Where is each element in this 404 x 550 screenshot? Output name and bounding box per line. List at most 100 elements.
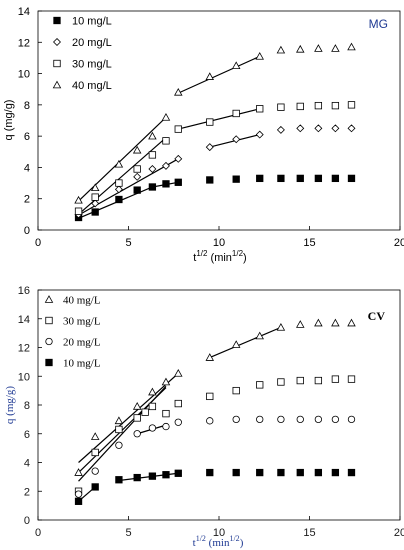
legend-label: 10 mg/L [63,358,101,370]
x-tick-label: 15 [303,527,315,539]
data-point [331,124,340,133]
data-point [296,124,305,133]
data-point [296,376,304,385]
data-point [162,409,170,418]
data-point [231,340,241,348]
legend-marker [52,80,62,89]
data-point [276,45,286,54]
data-point [133,473,141,482]
series-10-mg-l [74,174,356,222]
legend-marker [53,38,61,46]
x-tick-label: 0 [35,237,41,249]
data-point [277,468,285,477]
data-point [115,179,123,187]
data-point [148,472,157,480]
data-point [347,174,356,183]
data-point [347,318,356,327]
y-tick-label: 16 [18,285,30,297]
data-point [232,175,240,183]
data-point [347,375,356,383]
legend-marker [45,337,53,346]
chart-title: CV [368,309,386,323]
legend-marker [45,358,53,367]
data-point [90,183,100,192]
data-point [161,161,170,170]
data-point [133,414,141,422]
data-point [331,101,340,110]
chart-cv: 0 2 4 6 8 10 12 14 16 0 5 10 15 20 q (mg/g) t1/2 (min1/… [4,285,404,549]
legend-label: 20 mg/L [63,337,101,349]
data-point [206,118,214,126]
data-point [232,468,240,477]
y-axis-title: q (mg/g) [3,100,15,141]
legend-label: 40 mg/L [72,80,112,92]
data-point [256,174,264,183]
data-point [74,195,83,204]
data-point [174,154,183,163]
data-point [74,468,83,476]
data-point [91,483,99,491]
data-point [256,105,264,113]
data-point [115,441,123,449]
data-point [148,387,157,396]
data-point [91,448,99,457]
data-point [148,402,157,411]
data-point [133,430,141,438]
fit-line [78,372,179,463]
data-point [148,424,157,432]
y-tick-label: 6 [24,131,30,143]
y-axis-title: q (mg/g) [4,386,16,425]
data-point [206,417,214,425]
data-point [114,416,124,425]
data-point [347,468,356,477]
data-point [314,415,323,424]
y-tick-label: 14 [18,314,30,326]
data-point [232,135,241,144]
y-tick-label: 2 [24,194,30,206]
chart-title: MG [369,17,388,31]
data-point [174,399,182,408]
data-point [314,468,323,477]
chart-mg: 0 2 4 6 8 10 12 14 0 5 10 15 20 q (mg/g) t1/2 (min1/2)… [3,6,404,264]
data-point [161,112,171,121]
legend-marker [53,16,61,25]
legend: 40 mg/L 30 mg/L 20 mg/L 10 mg/L [44,295,101,370]
data-point [91,193,99,201]
x-tick-label: 10 [213,527,225,539]
series-30-mg-l [74,101,356,215]
fit-line [178,55,260,94]
y-tick-label: 6 [24,429,30,441]
data-point [74,497,83,505]
data-point [141,408,149,416]
data-point [277,174,285,183]
series-30-mg-l [74,375,356,495]
data-point [162,137,170,145]
y-tick-label: 8 [24,400,30,412]
data-point [115,476,123,484]
y-tick-label: 0 [24,515,30,527]
data-point [232,386,240,395]
data-point [314,318,323,327]
fit-line [178,108,260,130]
data-point [90,432,100,440]
data-point [132,145,142,154]
data-point [206,392,214,401]
x-tick-label: 5 [125,527,131,539]
data-point [162,422,170,431]
data-point [256,468,264,477]
data-point [115,195,123,204]
series-20-mg-l [74,415,356,498]
legend-label: 20 mg/L [72,37,112,49]
y-tick-label: 12 [18,37,30,49]
data-point [74,490,83,498]
data-point [174,125,182,133]
legend-label: 30 mg/L [72,59,112,71]
x-tick-label: 20 [394,527,404,539]
data-point [296,320,305,328]
data-point [161,377,171,386]
data-point [232,415,240,424]
y-tick-label: 14 [18,6,30,18]
data-point [91,199,100,208]
data-point [205,353,215,361]
data-point [255,331,264,340]
